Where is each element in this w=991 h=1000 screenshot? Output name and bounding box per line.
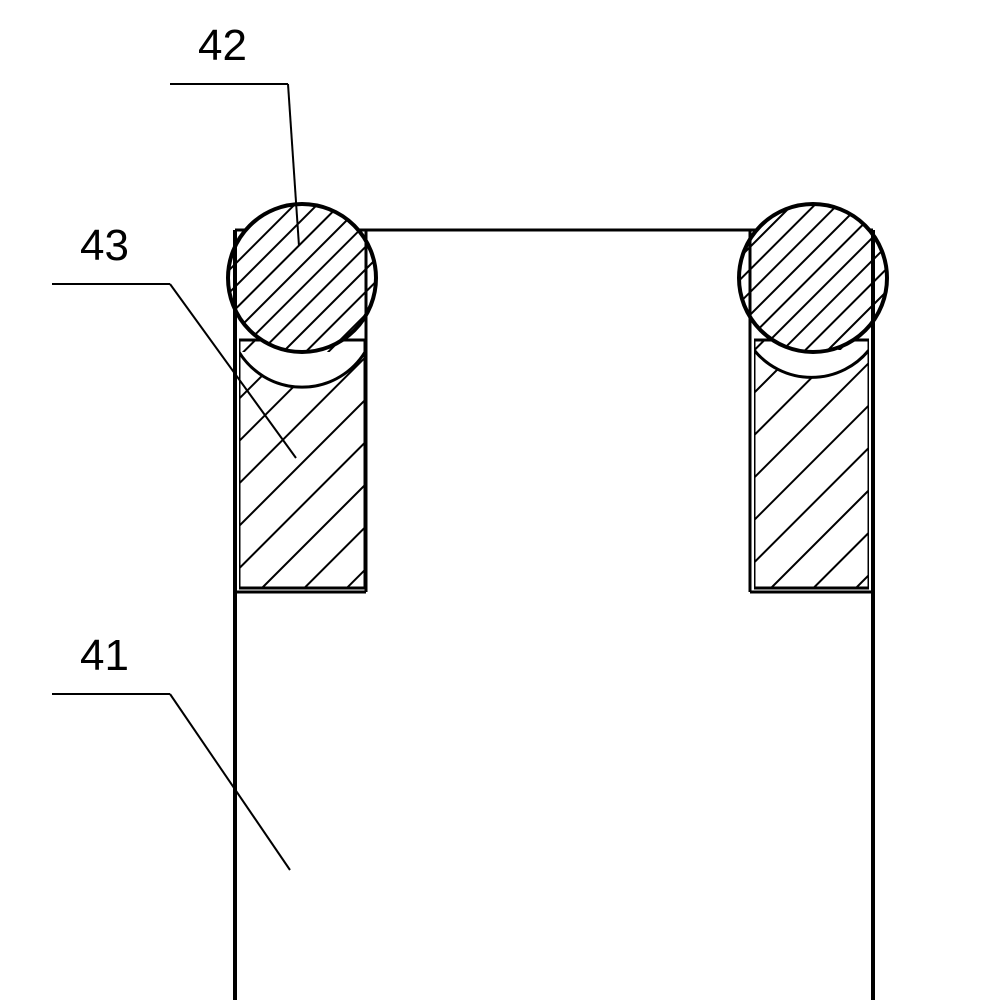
label-43-text: 43 — [80, 221, 129, 270]
label-41-text: 41 — [80, 631, 129, 680]
ball-left-42 — [228, 204, 376, 352]
plug-right — [754, 340, 869, 588]
plug-left-43 — [239, 340, 365, 588]
diagram-root: 42 43 41 — [0, 0, 991, 1000]
label-42-text: 42 — [198, 21, 247, 70]
label-41: 41 — [52, 631, 290, 870]
ball-right — [739, 204, 887, 352]
